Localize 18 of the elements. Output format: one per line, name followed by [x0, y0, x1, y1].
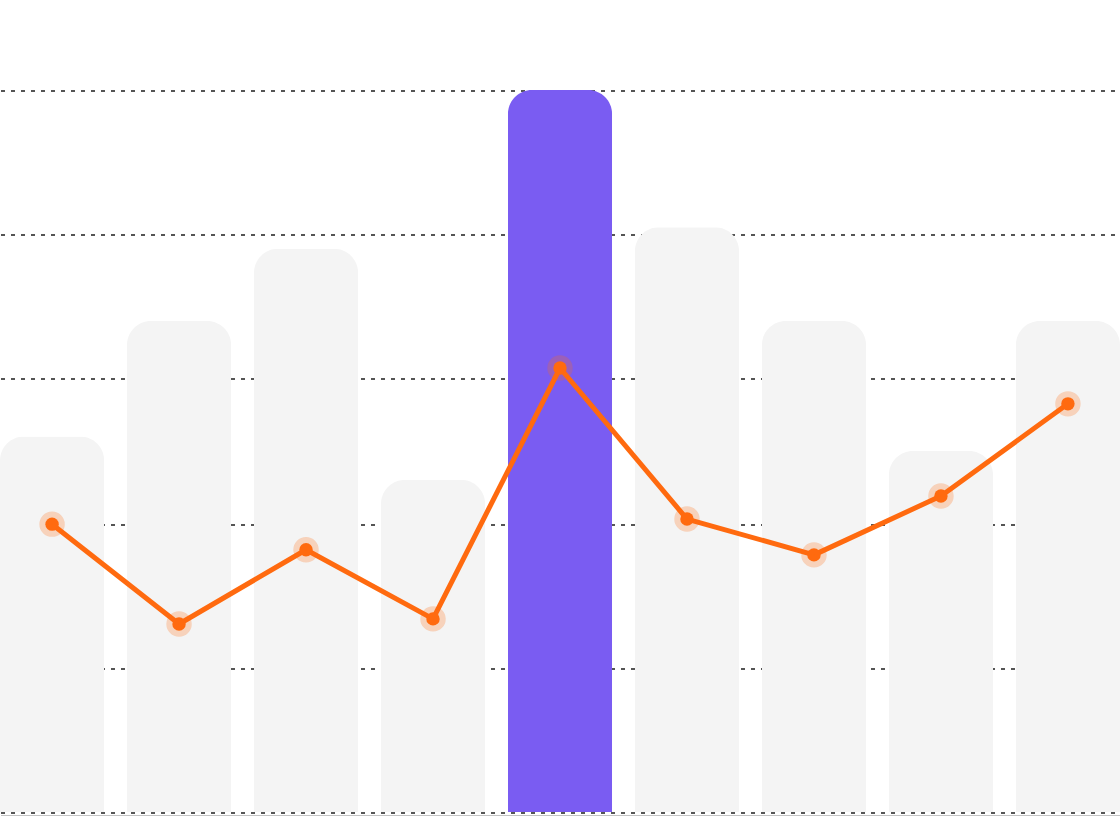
- bar: [634, 227, 740, 812]
- bar: [761, 321, 867, 812]
- bar: [1015, 321, 1120, 812]
- bar: [507, 90, 613, 812]
- point: [801, 542, 827, 568]
- bar: [0, 436, 105, 812]
- point: [293, 537, 319, 563]
- point: [674, 506, 700, 532]
- point: [928, 483, 954, 509]
- point: [547, 355, 573, 381]
- point: [420, 606, 446, 632]
- point: [39, 511, 65, 537]
- bar: [253, 248, 359, 812]
- bar: [888, 451, 994, 812]
- bar: [380, 479, 486, 812]
- point: [1055, 391, 1081, 417]
- bar: [126, 321, 232, 812]
- point: [166, 611, 192, 637]
